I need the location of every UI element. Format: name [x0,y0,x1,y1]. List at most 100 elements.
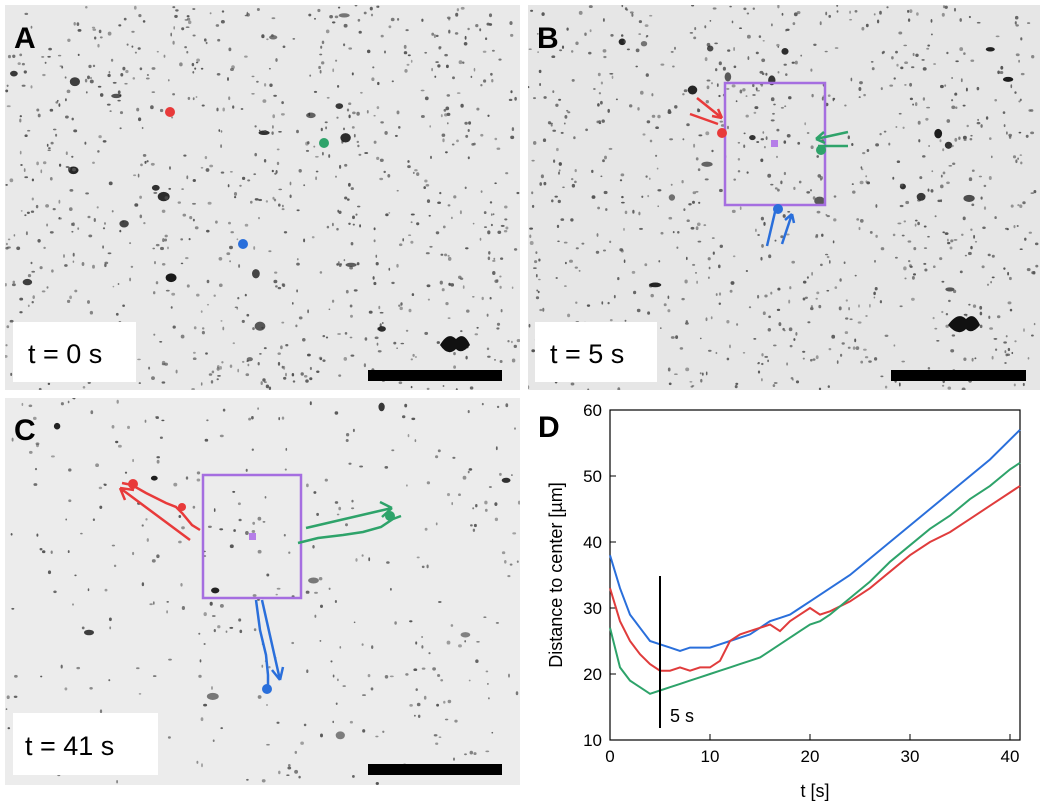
particle [706,79,711,82]
particle [991,276,995,279]
particle [945,324,949,328]
particle [263,347,267,350]
particle [1019,154,1023,156]
particle [272,196,275,200]
particle [620,34,624,37]
particle [993,337,998,340]
particle [836,10,839,13]
particle [623,40,626,44]
particle [487,230,491,235]
particle [909,9,913,13]
particle [407,165,411,169]
particle [716,83,719,87]
particle [30,85,33,89]
particle [896,160,901,163]
particle [67,550,70,554]
particle [186,284,190,288]
particle [234,195,237,199]
particle [924,268,928,272]
particle [241,176,246,181]
particle [336,85,340,88]
particle [539,182,543,186]
particle [1024,237,1027,241]
particle [192,351,196,354]
particle [516,560,519,563]
plot-frame [609,409,1021,741]
particle [322,334,326,338]
particle [266,704,268,706]
particle [557,240,560,243]
particle [139,67,143,71]
particle [926,106,931,109]
particle [777,287,781,291]
particle [632,290,637,295]
particle [456,139,459,143]
particle [161,419,165,422]
arrow [118,486,191,542]
particle [344,163,348,167]
particle [108,679,111,682]
particle [574,180,577,184]
particle [794,60,798,65]
particle [211,615,216,617]
particle [976,121,981,125]
particle [151,67,156,70]
particle [903,220,907,223]
particle [313,145,316,148]
particle [499,285,502,289]
particle [32,416,37,421]
particle [130,265,134,268]
particle [273,279,278,284]
particle [24,214,27,217]
particle [810,68,813,72]
particle [424,51,428,54]
particle [491,49,495,52]
particle [102,245,105,249]
particle [815,233,819,237]
particle [743,132,746,135]
particle [802,350,806,353]
particle [37,238,41,243]
particle [488,486,492,488]
particle [464,121,468,125]
particle [895,50,898,54]
particle [398,126,401,129]
particle [963,52,966,55]
particle [472,528,476,532]
particle [946,238,949,242]
particle [542,138,547,143]
particle [404,403,408,408]
particle [117,444,122,448]
particle [481,402,484,406]
particle [874,286,878,291]
particle [5,344,8,347]
particle [644,263,648,267]
particle [650,293,654,298]
particle [97,150,100,153]
particle [468,679,471,682]
particle [399,306,403,311]
particle [286,774,290,777]
particle [587,388,590,390]
particle [990,155,993,159]
particle [1028,231,1032,234]
particle [396,189,399,192]
debris [948,316,980,333]
particle [294,769,299,774]
particle [974,357,977,360]
particle [595,250,600,254]
particle [691,384,695,387]
particle [69,189,74,192]
particle [542,307,545,312]
particle [724,72,732,82]
particle [296,209,300,212]
particle [825,11,828,16]
particle [254,152,258,157]
particle [87,300,90,304]
particle [251,92,255,95]
particle [289,181,292,186]
particle [129,242,132,245]
particle [338,13,350,18]
y-tick-label: 60 [583,401,602,420]
particle [156,554,160,559]
